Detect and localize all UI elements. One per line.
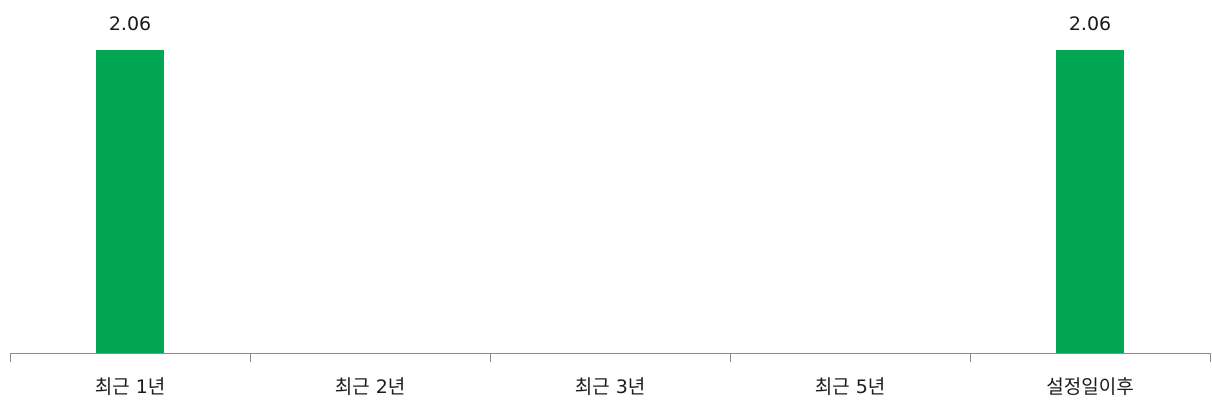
bar-series	[96, 50, 1124, 353]
x-tick-label: 최근 1년	[95, 376, 166, 398]
x-axis: 최근 1년 최근 2년 최근 3년 최근 5년 설정일이후	[10, 353, 1211, 398]
bar	[96, 50, 164, 353]
bar-value-label: 2.06	[109, 13, 151, 35]
x-axis-ticks	[10, 353, 1211, 362]
x-axis-tick-labels: 최근 1년 최근 2년 최근 3년 최근 5년 설정일이후	[95, 376, 1134, 398]
data-labels: 2.06 2.06	[109, 13, 1111, 35]
x-tick-label: 최근 3년	[575, 376, 646, 398]
x-tick-label: 최근 2년	[335, 376, 406, 398]
bar	[1056, 50, 1124, 353]
bar-value-label: 2.06	[1069, 13, 1111, 35]
x-tick-label: 설정일이후	[1046, 376, 1133, 398]
x-tick-label: 최근 5년	[815, 376, 886, 398]
